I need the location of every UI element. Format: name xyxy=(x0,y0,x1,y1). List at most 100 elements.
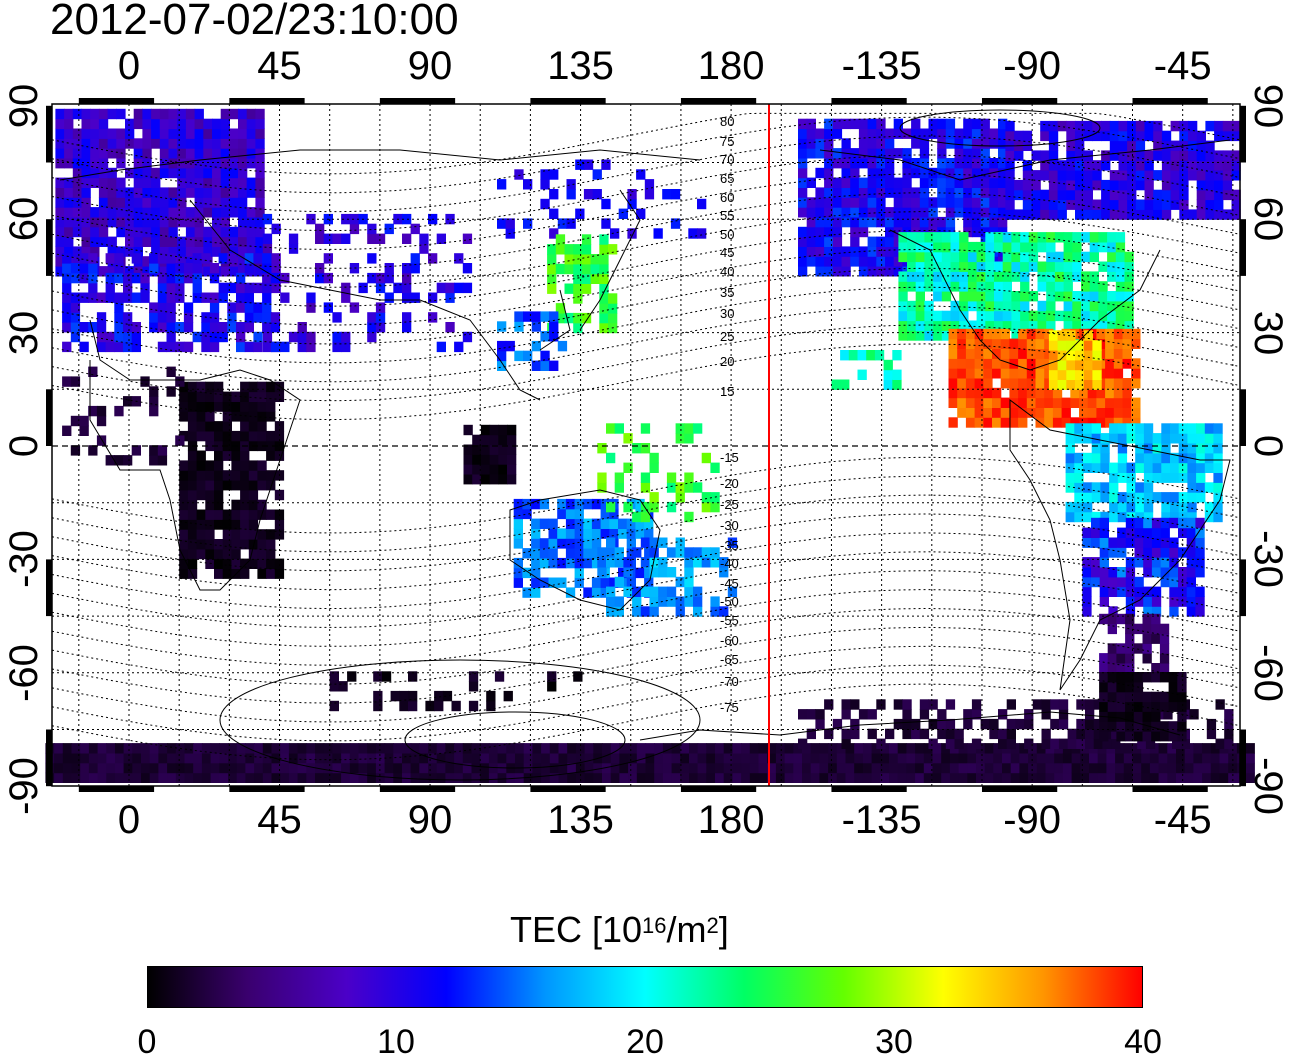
tec-cell xyxy=(142,197,152,208)
tec-cell xyxy=(741,743,751,754)
tec-cell xyxy=(1066,160,1076,171)
tec-cell xyxy=(548,548,558,559)
tec-cell xyxy=(1245,743,1255,754)
tec-cell xyxy=(547,254,557,265)
tec-cell xyxy=(1222,179,1233,191)
tec-cell xyxy=(680,762,690,774)
tec-cell xyxy=(1010,772,1020,783)
tec-cell xyxy=(306,213,316,225)
tec-cell xyxy=(1072,300,1082,312)
tec-cell xyxy=(116,197,126,208)
tec-cell xyxy=(288,331,299,343)
tec-cell xyxy=(1224,709,1234,720)
tec-cell xyxy=(915,310,925,322)
tec-cell xyxy=(90,138,100,149)
tec-cell xyxy=(1118,140,1128,151)
tec-cell xyxy=(1143,443,1154,454)
tec-cell xyxy=(179,539,189,550)
tec-cell xyxy=(640,537,651,548)
tec-cell xyxy=(1214,120,1224,132)
tec-cell xyxy=(998,167,1008,179)
tec-cell xyxy=(238,167,248,179)
tec-cell xyxy=(924,281,934,292)
tec-cell xyxy=(1116,663,1126,674)
tec-cell xyxy=(106,762,116,774)
tec-cell xyxy=(266,539,276,550)
tec-cell xyxy=(166,302,176,313)
tec-cell xyxy=(892,350,902,361)
tec-cell xyxy=(815,256,825,267)
tec-cell xyxy=(1135,452,1145,464)
tec-cell xyxy=(958,752,968,764)
tec-cell xyxy=(950,300,960,312)
tec-cell xyxy=(1087,417,1097,428)
tec-cell xyxy=(666,586,677,597)
frame-bar xyxy=(1132,786,1208,792)
tec-cell xyxy=(107,266,117,277)
tec-cell xyxy=(1010,762,1020,774)
tec-cell xyxy=(574,538,584,549)
tec-cell xyxy=(992,328,1002,340)
tec-cell xyxy=(168,216,178,228)
tec-cell xyxy=(125,266,135,277)
tec-cell xyxy=(1210,772,1221,783)
tec-cell xyxy=(212,187,222,198)
tec-cell xyxy=(151,138,161,149)
tec-cell xyxy=(1091,557,1101,568)
tec-cell xyxy=(209,263,220,274)
tec-cell xyxy=(989,216,999,228)
tec-cell xyxy=(151,236,161,247)
tec-cell xyxy=(606,537,616,548)
tec-cell xyxy=(581,273,592,284)
tec-cell xyxy=(824,197,834,208)
tec-cell xyxy=(462,772,473,783)
tec-cell xyxy=(141,772,151,783)
tec-cell xyxy=(194,197,204,208)
tec-cell xyxy=(1083,462,1093,473)
tec-cell xyxy=(941,281,952,292)
tec-cell xyxy=(1178,567,1188,578)
tec-cell xyxy=(219,743,229,754)
tec-cell xyxy=(280,341,290,353)
tec-cell xyxy=(541,743,551,754)
tec-cell xyxy=(591,498,602,510)
tec-cell xyxy=(115,772,125,783)
tec-cell xyxy=(798,266,808,277)
tec-cell xyxy=(168,128,178,139)
tec-cell xyxy=(1026,397,1037,408)
tec-cell xyxy=(212,118,222,130)
tec-cell xyxy=(1125,731,1135,742)
frame-bar xyxy=(1240,729,1246,787)
tec-cell xyxy=(471,762,481,774)
tec-cell xyxy=(547,283,557,294)
tec-cell xyxy=(1035,368,1045,379)
tec-cell xyxy=(1134,586,1144,597)
tec-cell xyxy=(358,762,368,774)
tec-cell xyxy=(1081,271,1091,282)
tec-cell xyxy=(1026,387,1037,399)
tec-cell xyxy=(531,538,541,549)
tec-cell xyxy=(507,474,517,485)
tec-cell xyxy=(1048,189,1059,201)
tec-cell xyxy=(1070,417,1080,428)
tec-cell xyxy=(375,743,386,754)
tec-cell xyxy=(220,236,230,247)
tec-cell xyxy=(998,148,1008,159)
tec-cell xyxy=(513,557,523,569)
tec-cell xyxy=(1118,179,1128,191)
tec-cell xyxy=(70,415,81,427)
tec-cell xyxy=(1153,189,1163,201)
tec-cell xyxy=(179,460,189,471)
tec-cell xyxy=(1107,310,1117,322)
tec-cell xyxy=(701,501,711,513)
tec-cell xyxy=(1111,738,1121,749)
tec-cell xyxy=(1132,762,1142,774)
tec-cell xyxy=(115,762,125,774)
tec-cell xyxy=(591,557,602,569)
tec-cell xyxy=(185,167,196,179)
tec-cell xyxy=(149,263,159,274)
tec-cell xyxy=(1187,501,1197,513)
tec-cell xyxy=(1178,492,1188,503)
tec-cell xyxy=(194,216,204,228)
coastline-path xyxy=(639,711,1181,741)
